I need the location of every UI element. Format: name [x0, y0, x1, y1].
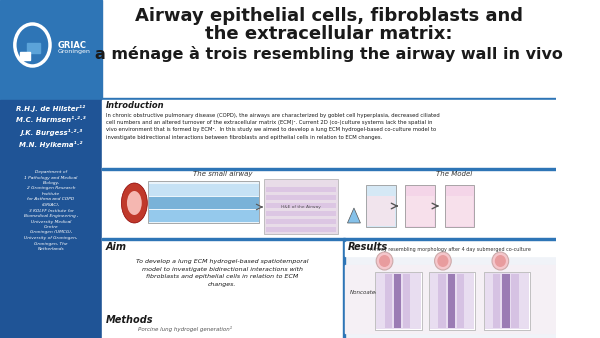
- Bar: [385, 274, 392, 328]
- Circle shape: [495, 255, 506, 267]
- Bar: [511, 274, 519, 328]
- Text: To develop a lung ECM hydrogel-based spatiotemporal
model to investigate bidirec: To develop a lung ECM hydrogel-based spa…: [136, 259, 308, 287]
- Bar: [266, 187, 337, 192]
- Bar: [448, 274, 455, 328]
- Ellipse shape: [127, 191, 142, 215]
- Text: Introduction: Introduction: [106, 100, 164, 110]
- Ellipse shape: [121, 183, 148, 223]
- Bar: [446, 196, 473, 226]
- Bar: [0, 0, 556, 100]
- Circle shape: [434, 252, 451, 270]
- Text: The Model: The Model: [436, 171, 472, 177]
- Text: Porcine lung hydrogel generation¹: Porcine lung hydrogel generation¹: [139, 326, 232, 332]
- Text: Results: Results: [347, 242, 388, 252]
- Bar: [457, 274, 464, 328]
- Text: a ménage à trois resembling the airway wall in vivo: a ménage à trois resembling the airway w…: [95, 46, 563, 62]
- Bar: [366, 185, 395, 227]
- Bar: [429, 272, 475, 330]
- Bar: [102, 168, 556, 170]
- Text: the extracellular matrix:: the extracellular matrix:: [205, 25, 452, 43]
- Bar: [445, 185, 475, 227]
- Text: Airway resembling morphology after 4 day submerged co-culture: Airway resembling morphology after 4 day…: [370, 246, 531, 251]
- Text: Methods: Methods: [106, 315, 153, 325]
- Text: Aim: Aim: [106, 242, 127, 252]
- Bar: [102, 168, 556, 238]
- Text: R.H.J. de Hilster¹²: R.H.J. de Hilster¹²: [16, 104, 86, 112]
- Bar: [102, 238, 556, 240]
- Bar: [0, 100, 102, 338]
- Bar: [266, 227, 337, 232]
- Bar: [266, 211, 337, 216]
- Bar: [102, 100, 556, 168]
- Bar: [264, 179, 338, 234]
- Bar: [438, 274, 446, 328]
- Bar: [403, 274, 410, 328]
- Bar: [376, 273, 421, 329]
- Text: GRIAC: GRIAC: [58, 41, 86, 49]
- Bar: [502, 274, 509, 328]
- Text: M.C. Harmsen¹·²·³: M.C. Harmsen¹·²·³: [16, 117, 86, 123]
- Bar: [27, 43, 40, 53]
- Bar: [430, 273, 475, 329]
- Bar: [344, 265, 556, 333]
- Circle shape: [376, 252, 393, 270]
- Bar: [26, 42, 41, 54]
- Bar: [266, 195, 337, 200]
- Bar: [148, 181, 259, 223]
- Bar: [344, 242, 556, 256]
- Circle shape: [379, 255, 390, 267]
- Bar: [102, 100, 556, 338]
- Bar: [149, 210, 259, 222]
- Text: The small airway: The small airway: [193, 171, 252, 177]
- Bar: [405, 185, 434, 227]
- Bar: [149, 184, 259, 196]
- Bar: [484, 272, 530, 330]
- Circle shape: [437, 255, 448, 267]
- Text: Groningen: Groningen: [58, 49, 91, 54]
- Bar: [266, 219, 337, 224]
- Bar: [0, 98, 556, 106]
- Text: In chronic obstructive pulmonary disease (COPD), the airways are characterized b: In chronic obstructive pulmonary disease…: [106, 113, 439, 140]
- Bar: [406, 196, 434, 226]
- Bar: [149, 197, 259, 209]
- Bar: [20, 52, 29, 60]
- Text: J.K. Burgess¹·²·³: J.K. Burgess¹·²·³: [20, 128, 82, 136]
- Bar: [485, 273, 529, 329]
- Bar: [0, 0, 102, 100]
- Bar: [394, 274, 401, 328]
- Bar: [493, 274, 500, 328]
- Text: Noncoated: Noncoated: [350, 290, 380, 295]
- Text: M.N. Hylkema¹·²: M.N. Hylkema¹·²: [19, 141, 83, 147]
- Polygon shape: [347, 208, 361, 223]
- Text: H&E of the Airway: H&E of the Airway: [281, 205, 321, 209]
- Bar: [344, 238, 556, 338]
- Bar: [367, 196, 395, 226]
- Circle shape: [492, 252, 509, 270]
- Bar: [343, 238, 344, 338]
- Bar: [266, 203, 337, 208]
- Bar: [375, 272, 422, 330]
- Bar: [102, 238, 343, 338]
- Text: Airway epithelial cells, fibroblasts and: Airway epithelial cells, fibroblasts and: [135, 7, 523, 25]
- Text: Department of
1 Pathology and Medical
Biology,
2 Groningen Research
Institute
fo: Department of 1 Pathology and Medical Bi…: [24, 170, 78, 251]
